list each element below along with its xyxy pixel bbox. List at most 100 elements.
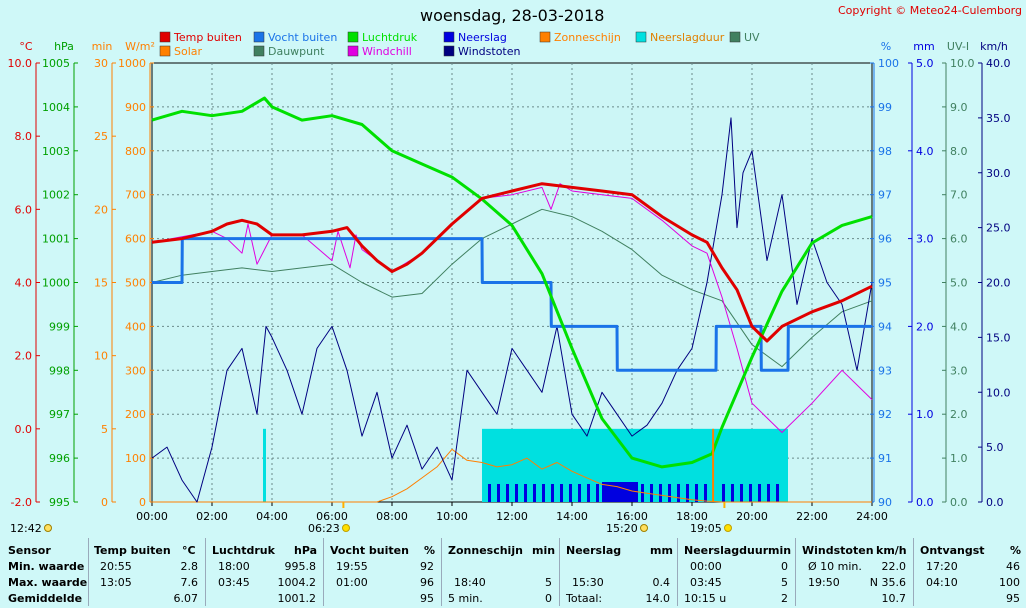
rain-bar (686, 484, 689, 502)
x-tick-label: 08:00 (376, 510, 408, 523)
nd-min-time: 00:00 (690, 560, 722, 573)
axis-tick-label: 5 (101, 423, 108, 436)
zon-max-time: 18:40 (454, 576, 486, 589)
rain-bar (767, 484, 770, 502)
axis-tick-label: 90 (878, 496, 892, 509)
ontv-avg-value: 95 (1006, 592, 1020, 605)
temp-min-time: 20:55 (100, 560, 132, 573)
event-label-sunrise: 06:23 (308, 522, 340, 535)
ontv-max-time: 04:10 (926, 576, 958, 589)
axis-tick-label: 0.0 (986, 496, 1004, 509)
nd-max-time: 03:45 (690, 576, 722, 589)
x-tick-label: 24:00 (856, 510, 888, 523)
axis-tick-label: 25 (94, 130, 108, 143)
series-solar (152, 448, 872, 503)
axis-tick-label: 6.0 (950, 233, 968, 246)
x-tick-label: 02:00 (196, 510, 228, 523)
axis-tick-label: 15.0 (986, 331, 1011, 344)
wind-avg10-value: 22.0 (881, 560, 907, 573)
nd-total-time: 10:15 u (684, 592, 727, 605)
axis-tick-label: 997 (49, 408, 70, 421)
axis-tick-label: 5.0 (986, 441, 1004, 454)
axis-unit-label: km/h (980, 40, 1008, 53)
legend-swatch (159, 45, 171, 57)
lucht-avg-value: 1001.2 (277, 592, 317, 605)
axis-tick-label: 10 (94, 350, 108, 363)
x-tick-label: 04:00 (256, 510, 288, 523)
axis-tick-label: 15 (94, 277, 108, 290)
legend-label: Windstoten (458, 45, 520, 58)
axis-tick-label: 996 (49, 452, 70, 465)
axis-unit-label: W/m² (125, 40, 155, 53)
legend-swatch (253, 31, 265, 43)
x-tick-label: 14:00 (556, 510, 588, 523)
summary-unit-neerslag: mm (650, 544, 673, 557)
legend-swatch (443, 45, 455, 57)
summary-unit-ontv: % (1010, 544, 1022, 557)
axis-tick-label: 3.0 (950, 364, 968, 377)
summary-header-zonneschijn: Zonneschijn (448, 544, 523, 557)
axis-tick-label: 6.0 (15, 203, 33, 216)
series-luchtdruk (151, 96, 873, 469)
rain-bar (650, 484, 653, 502)
rain-bar (722, 484, 725, 502)
rain-bar (488, 484, 491, 502)
legend-label: UV (744, 31, 760, 44)
legend-swatch (443, 31, 455, 43)
rain-bar (569, 484, 572, 502)
series-vocht-buiten (152, 237, 872, 372)
x-tick-label: 16:00 (616, 510, 648, 523)
vocht-max-value: 96 (420, 576, 434, 589)
axis-tick-label: 999 (49, 320, 70, 333)
x-tick-label: 06:00 (316, 510, 348, 523)
divider (205, 538, 206, 606)
rain-bar (560, 484, 563, 502)
weather-chart: 00:00 02:00 04:00 06:00 08:00 10:00 12:00 14:00… (8, 31, 1011, 535)
x-tick-label: 00:00 (136, 510, 168, 523)
axis-tick-label: 1000 (42, 277, 70, 290)
moon-icon (44, 524, 52, 532)
divider (323, 538, 324, 606)
divider (913, 538, 914, 606)
x-tick-label: 10:00 (436, 510, 468, 523)
axis-unit-label: °C (19, 40, 33, 53)
zonneschijn-bar (712, 428, 715, 502)
axis-tick-label: 7.0 (950, 189, 968, 202)
axis-tick-label: 8.0 (950, 145, 968, 158)
wind-max-value: N 35.6 (869, 576, 906, 589)
neer-total-label: Totaal: (566, 592, 603, 605)
rain-bar (776, 484, 779, 502)
axis-tick-label: 800 (125, 145, 146, 158)
axis-tick-label: 10.0 (8, 57, 33, 70)
wind-avg-value: 10.7 (881, 592, 907, 605)
neer-total-value: 14.0 (645, 592, 671, 605)
axis-tick-label: 10.0 (986, 386, 1011, 399)
axis-tick-label: 92 (878, 408, 892, 421)
axis-tick-label: 200 (125, 408, 146, 421)
axis-tick-label: 1002 (42, 189, 70, 202)
rain-bar (578, 484, 581, 502)
legend-swatch (635, 31, 647, 43)
axis-tick-label: 40.0 (986, 57, 1011, 70)
wind-avg10-label: Ø 10 min. (808, 560, 862, 573)
legend-swatch (253, 45, 265, 57)
wind-max-time: 19:50 (808, 576, 840, 589)
axis-tick-label: 98 (878, 145, 892, 158)
series-windchill (151, 183, 873, 433)
rain-bar (533, 484, 536, 502)
axis-tick-label: 700 (125, 189, 146, 202)
vocht-min-time: 19:55 (336, 560, 368, 573)
axis-unit-label: UV-I (947, 40, 969, 53)
axis-unit-label: min (92, 40, 113, 53)
axis-unit-label: % (881, 40, 891, 53)
legend-label: Luchtdruk (362, 31, 418, 44)
legend-label: Dauwpunt (268, 45, 325, 58)
legend-label: Temp buiten (173, 31, 242, 44)
summary-header-sensor: Sensor (8, 544, 51, 557)
axis-tick-label: 93 (878, 364, 892, 377)
axis-tick-label: 100 (125, 452, 146, 465)
axis-tick-label: 5.0 (916, 57, 934, 70)
summary-header-luchtdruk: Luchtdruk (212, 544, 275, 557)
rain-bar (758, 484, 761, 502)
summary-table: Sensor Min. waarde Max. waarde Gemiddeld… (0, 536, 1026, 608)
